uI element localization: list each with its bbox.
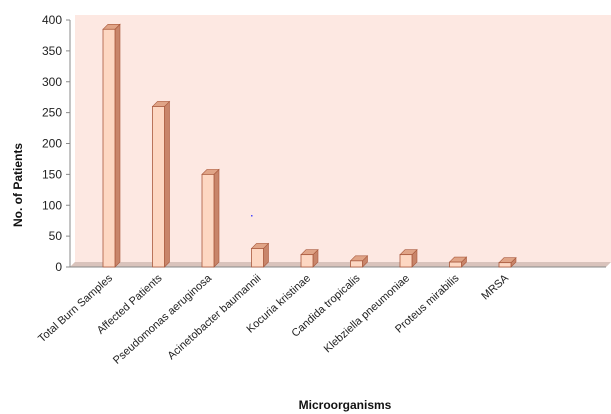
category-label: Klebziella pneumoniae (322, 272, 412, 355)
y-tick-label: 350 (42, 44, 62, 58)
bar (498, 256, 517, 268)
bar (399, 248, 418, 268)
bar-front (251, 248, 264, 268)
bar (151, 100, 171, 268)
y-tick-label: 200 (42, 137, 62, 151)
bar-side (164, 100, 170, 268)
bar-side (114, 23, 121, 268)
bar (349, 255, 369, 268)
bar-front (399, 254, 413, 268)
y-tick-label: 50 (49, 229, 63, 243)
bar-front (102, 28, 116, 268)
bar (300, 248, 319, 268)
plot-floor (70, 262, 611, 267)
y-tick-labels: 0 50 100 150 200 250 300 350 400 (42, 13, 70, 274)
bars (102, 23, 517, 268)
category-label: Acinetobacter baumannii (165, 272, 263, 362)
y-tick-label: 400 (42, 13, 62, 27)
bar (448, 256, 468, 268)
stray-mark (251, 215, 253, 217)
bar (201, 168, 220, 268)
bar-front (300, 254, 314, 268)
category-label: MRSA (479, 272, 511, 303)
x-axis-title: Microorganisms (299, 398, 392, 412)
y-axis-title: No. of Patients (11, 143, 25, 227)
bar-front (350, 260, 363, 268)
y-tick-label: 300 (42, 75, 62, 89)
bar-front (498, 262, 512, 268)
bar (250, 242, 270, 268)
y-tick-label: 0 (55, 260, 62, 274)
bar-front (449, 261, 462, 268)
bar-side (213, 168, 220, 268)
y-tick-label: 150 (42, 167, 62, 181)
bar (102, 23, 121, 268)
y-tick-label: 250 (42, 106, 62, 120)
y-tick-label: 100 (42, 198, 62, 212)
bar-front (152, 106, 165, 268)
category-label: Pseudomonas aeruginosa (111, 272, 215, 367)
bar-front (201, 173, 215, 268)
